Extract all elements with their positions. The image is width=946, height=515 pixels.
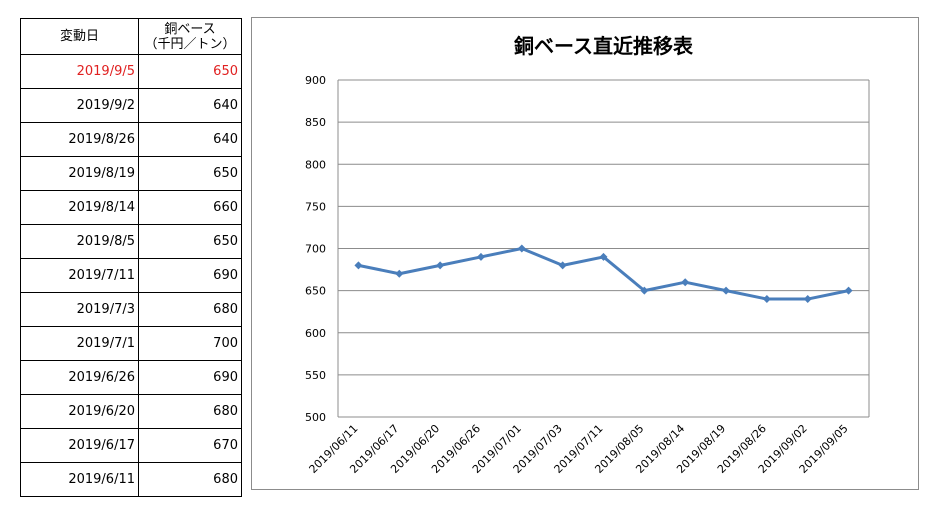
- copper-price-table: 変動日 銅ベース （千円／トン） 2019/9/5 650 2019/9/2 640 2…: [20, 18, 242, 497]
- data-point: [354, 261, 363, 270]
- table-row: 2019/8/19 650: [20, 156, 242, 191]
- price-column-header: 銅ベース （千円／トン）: [138, 18, 242, 55]
- date-cell: 2019/7/3: [20, 292, 139, 327]
- table-row: 2019/9/2 640: [20, 88, 242, 123]
- data-point: [681, 278, 690, 287]
- price-cell: 660: [138, 190, 242, 225]
- chart-title: 銅ベース直近推移表: [514, 34, 694, 58]
- data-point: [722, 286, 731, 295]
- data-point: [762, 295, 771, 304]
- price-cell: 680: [138, 462, 242, 497]
- price-cell: 650: [138, 54, 242, 89]
- table-row: 2019/9/5 650: [20, 54, 242, 89]
- y-tick-label: 850: [305, 116, 326, 129]
- data-point: [844, 286, 853, 295]
- price-cell: 640: [138, 88, 242, 123]
- table-row: 2019/8/5 650: [20, 224, 242, 259]
- price-cell: 690: [138, 360, 242, 395]
- date-cell: 2019/6/11: [20, 462, 139, 497]
- table-body: 2019/9/5 650 2019/9/2 640 2019/8/26 640 2019/8…: [20, 54, 242, 497]
- y-tick-label: 900: [305, 74, 326, 87]
- data-point: [599, 252, 608, 261]
- data-point: [558, 261, 567, 270]
- price-cell: 680: [138, 394, 242, 429]
- y-tick-label: 800: [305, 158, 326, 171]
- date-column-header: 変動日: [20, 18, 139, 55]
- y-tick-label: 500: [305, 411, 326, 424]
- price-cell: 690: [138, 258, 242, 293]
- y-tick-label: 750: [305, 200, 326, 213]
- date-cell: 2019/6/26: [20, 360, 139, 395]
- table-header-row: 変動日 銅ベース （千円／トン）: [20, 18, 242, 55]
- price-header-line2: （千円／トン）: [144, 36, 236, 52]
- price-cell: 640: [138, 122, 242, 157]
- table-row: 2019/6/26 690: [20, 360, 242, 395]
- price-header-line1: 銅ベース: [164, 21, 216, 37]
- chart-area: 銅ベース直近推移表 500 550 600 650 700 750 800 850 900 2019…: [251, 17, 919, 490]
- date-cell: 2019/6/17: [20, 428, 139, 463]
- table-row: 2019/7/11 690: [20, 258, 242, 293]
- data-point: [436, 261, 445, 270]
- data-point: [395, 269, 404, 278]
- date-cell: 2019/8/19: [20, 156, 139, 191]
- data-point: [517, 244, 526, 253]
- data-point: [803, 295, 812, 304]
- date-cell: 2019/7/11: [20, 258, 139, 293]
- date-cell: 2019/8/5: [20, 224, 139, 259]
- date-cell: 2019/7/1: [20, 326, 139, 361]
- table-row: 2019/7/3 680: [20, 292, 242, 327]
- date-cell: 2019/9/2: [20, 88, 139, 123]
- price-cell: 650: [138, 156, 242, 191]
- line-chart: 銅ベース直近推移表5005506006507007508008509002019…: [305, 34, 870, 476]
- price-cell: 650: [138, 224, 242, 259]
- y-tick-label: 550: [305, 369, 326, 382]
- date-cell: 2019/8/26: [20, 122, 139, 157]
- date-cell: 2019/6/20: [20, 394, 139, 429]
- price-cell: 700: [138, 326, 242, 361]
- y-tick-label: 700: [305, 243, 326, 256]
- y-tick-label: 650: [305, 285, 326, 298]
- table-row: 2019/7/1 700: [20, 326, 242, 361]
- table-row: 2019/6/17 670: [20, 428, 242, 463]
- price-cell: 670: [138, 428, 242, 463]
- price-cell: 680: [138, 292, 242, 327]
- date-cell: 2019/9/5: [20, 54, 139, 89]
- table-row: 2019/8/14 660: [20, 190, 242, 225]
- table-row: 2019/6/11 680: [20, 462, 242, 497]
- table-row: 2019/8/26 640: [20, 122, 242, 157]
- data-point: [640, 286, 649, 295]
- y-tick-label: 600: [305, 327, 326, 340]
- data-point: [476, 252, 485, 261]
- table-row: 2019/6/20 680: [20, 394, 242, 429]
- date-cell: 2019/8/14: [20, 190, 139, 225]
